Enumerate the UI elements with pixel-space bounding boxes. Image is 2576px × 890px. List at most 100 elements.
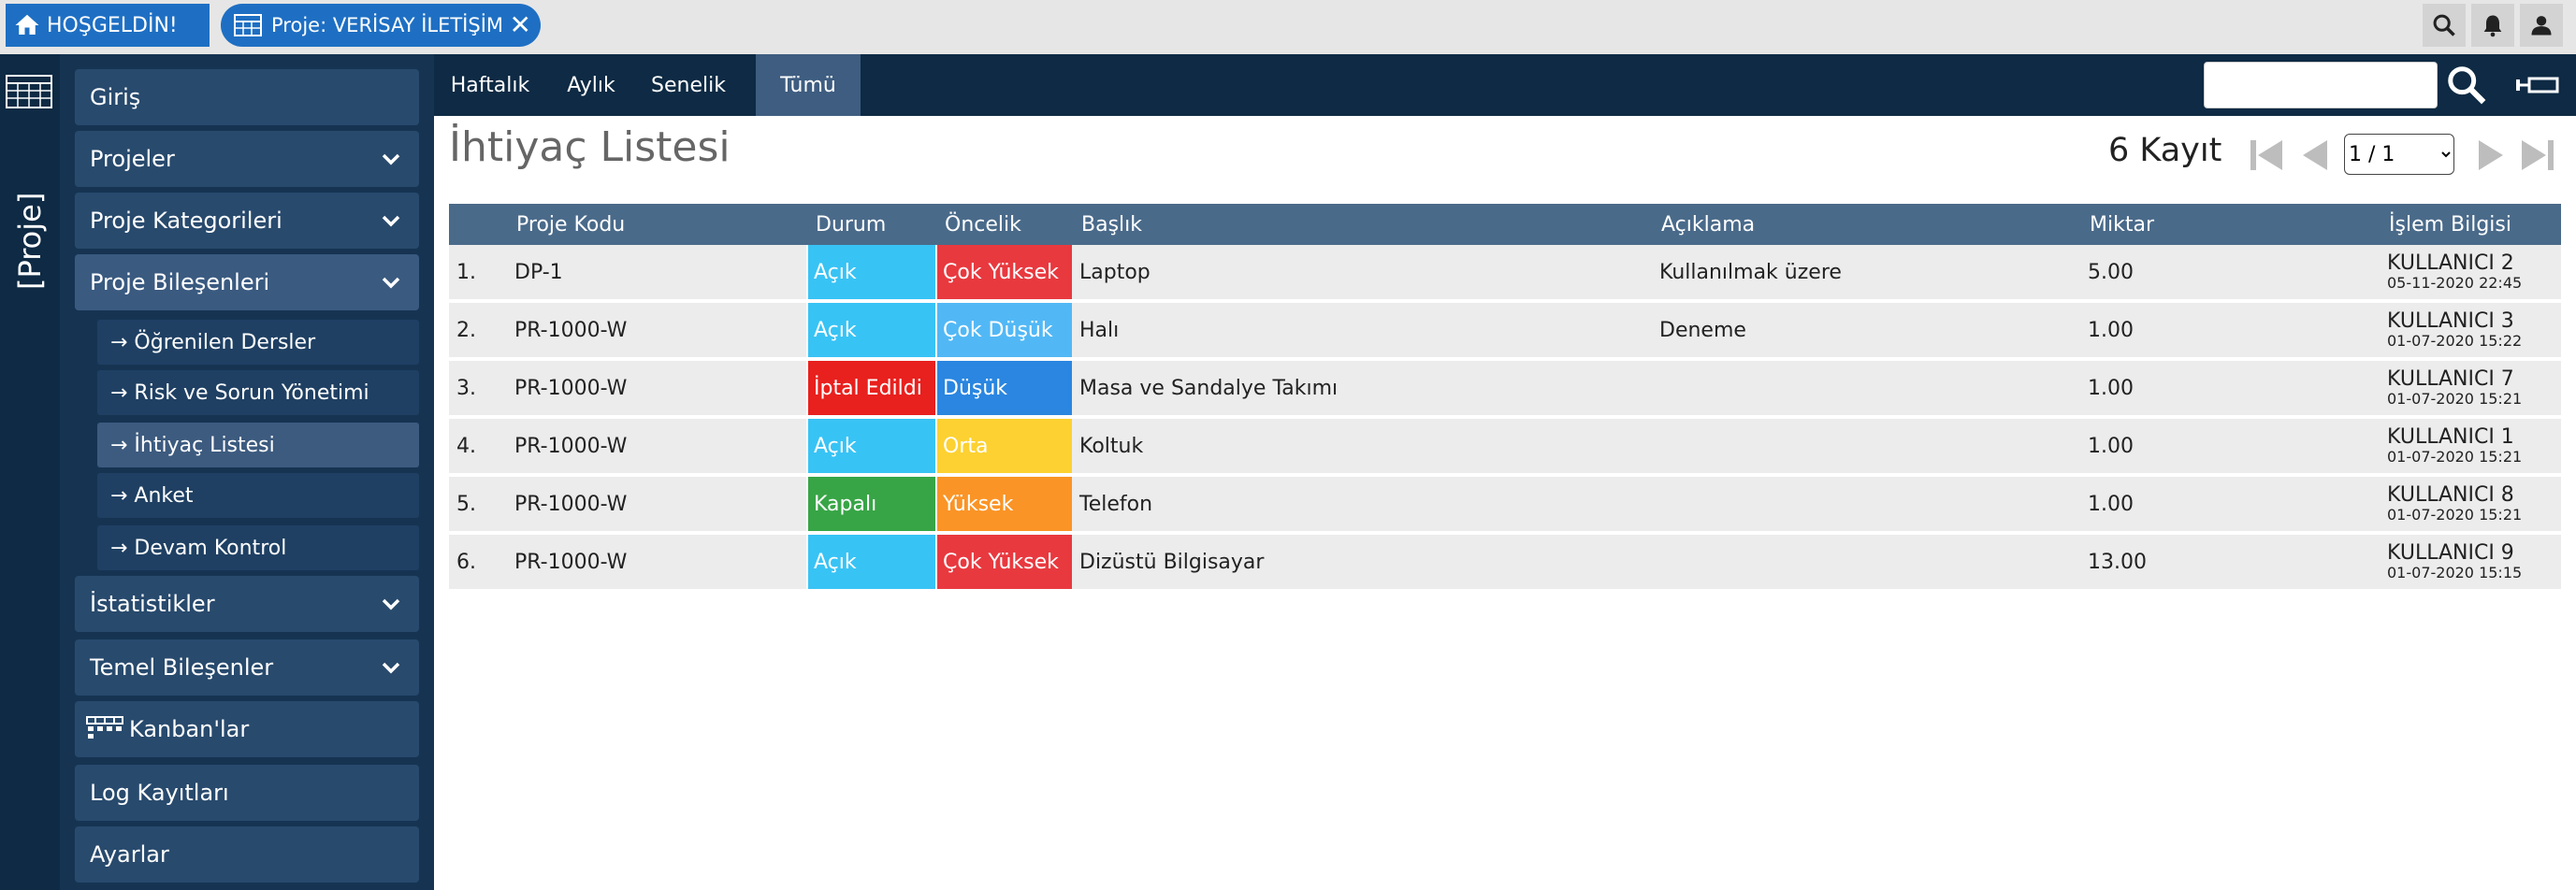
- user-icon: [2531, 16, 2552, 36]
- table-row[interactable]: 6. PR-1000-W Açık Çok Yüksek Dizüstü Bilgisa…: [449, 535, 2561, 593]
- sidebar-item-projeler[interactable]: Projeler: [75, 131, 419, 187]
- priority-badge: Düşük: [935, 361, 1072, 419]
- cell-quantity: 1.00: [2080, 361, 2380, 419]
- next-page-icon[interactable]: [2471, 136, 2511, 174]
- sidebar-item-kanbanlar[interactable]: Kanban'lar: [75, 701, 419, 757]
- home-button[interactable]: HOŞGELDİN!: [6, 4, 210, 47]
- kanban-icon: [86, 716, 123, 739]
- period-filter-bar: Haftalık Aylık Senelik Tümü: [434, 54, 2576, 116]
- bell-icon: [2483, 15, 2502, 37]
- sidebar-item-proje-bilesenleri[interactable]: Proje Bileşenleri: [75, 254, 419, 310]
- tab-aylik[interactable]: Aylık: [546, 54, 636, 116]
- cell-quantity: 1.00: [2080, 303, 2380, 361]
- table-row[interactable]: 2. PR-1000-W Açık Çok Düşük Halı Deneme 1.00 KU…: [449, 303, 2561, 361]
- chevron-down-icon: [382, 598, 400, 610]
- sidebar-subitem-ihtiyac-listesi[interactable]: → İhtiyaç Listesi: [97, 423, 419, 467]
- left-rail: [Proje]: [0, 54, 60, 890]
- cell-title: Dizüstü Bilgisayar: [1072, 535, 1652, 593]
- row-index: 3.: [449, 361, 507, 419]
- chevron-down-icon: [382, 277, 400, 289]
- transaction-timestamp: 05-11-2020 22:45: [2387, 274, 2523, 292]
- priority-badge: Yüksek: [935, 477, 1072, 535]
- cell-project-code: PR-1000-W: [507, 303, 806, 361]
- tab-haftalik[interactable]: Haftalık: [434, 54, 546, 116]
- chevron-down-icon: [382, 215, 400, 227]
- transaction-user: KULLANICI 7: [2387, 367, 2514, 391]
- table-row[interactable]: 4. PR-1000-W Açık Orta Koltuk 1.00 KULLANICI 1…: [449, 419, 2561, 477]
- search-input[interactable]: [2204, 62, 2438, 108]
- last-page-icon[interactable]: [2518, 136, 2557, 174]
- page-select[interactable]: 1 / 1: [2344, 134, 2454, 175]
- priority-badge: Çok Yüksek: [935, 245, 1072, 303]
- sidebar-item-proje-kategorileri[interactable]: Proje Kategorileri: [75, 193, 419, 249]
- cell-project-code: PR-1000-W: [507, 477, 806, 535]
- tab-label: Tümü: [780, 73, 836, 97]
- sidebar-item-label: Log Kayıtları: [90, 780, 229, 806]
- cell-title: Masa ve Sandalye Takımı: [1072, 361, 1652, 419]
- status-badge: İptal Edildi: [806, 361, 935, 419]
- record-count: 6 Kayıt: [2108, 132, 2222, 169]
- project-tab[interactable]: Proje: VERİSAY İLETİŞİM ✕: [221, 4, 541, 47]
- cell-project-code: PR-1000-W: [507, 535, 806, 593]
- chevron-down-icon: [382, 153, 400, 165]
- column-header-title[interactable]: Başlık: [1072, 204, 1652, 245]
- search-icon: [2433, 14, 2455, 36]
- cell-description: [1652, 361, 2080, 419]
- sidebar-item-istatistikler[interactable]: İstatistikler: [75, 576, 419, 632]
- column-header-description[interactable]: Açıklama: [1652, 204, 2080, 245]
- sidebar-subitem-label: → Risk ve Sorun Yönetimi: [110, 380, 369, 405]
- sidebar-subitem-label: → Devam Kontrol: [110, 536, 287, 560]
- column-header-quantity[interactable]: Miktar: [2080, 204, 2380, 245]
- table-row[interactable]: 5. PR-1000-W Kapalı Yüksek Telefon 1.00 KULLAN…: [449, 477, 2561, 535]
- cell-project-code: DP-1: [507, 245, 806, 303]
- cell-transaction-info: KULLANICI 2 05-11-2020 22:45: [2380, 245, 2561, 303]
- row-index: 5.: [449, 477, 507, 535]
- column-header-index: [449, 204, 507, 245]
- sidebar-subitem-ogrenilen-dersler[interactable]: → Öğrenilen Dersler: [97, 320, 419, 365]
- close-icon[interactable]: ✕: [509, 9, 531, 40]
- column-header-transaction-info[interactable]: İşlem Bilgisi: [2380, 204, 2561, 245]
- search-icon-button[interactable]: [2423, 4, 2466, 47]
- cell-quantity: 1.00: [2080, 477, 2380, 535]
- status-badge: Açık: [806, 535, 935, 593]
- column-header-project-code[interactable]: Proje Kodu: [507, 204, 806, 245]
- sidebar-item-log-kayitlari[interactable]: Log Kayıtları: [75, 765, 419, 821]
- cell-description: [1652, 535, 2080, 593]
- sidebar-item-ayarlar[interactable]: Ayarlar: [75, 826, 419, 883]
- sidebar-subitem-devam-kontrol[interactable]: → Devam Kontrol: [97, 525, 419, 570]
- sidebar-item-temel-bilesenler[interactable]: Temel Bileşenler: [75, 639, 419, 696]
- priority-badge: Çok Düşük: [935, 303, 1072, 361]
- sidebar-item-giris[interactable]: Giriş: [75, 69, 419, 125]
- project-tab-label: Proje: VERİSAY İLETİŞİM: [271, 14, 504, 36]
- cell-transaction-info: KULLANICI 9 01-07-2020 15:15: [2380, 535, 2561, 593]
- table-row[interactable]: 3. PR-1000-W İptal Edildi Düşük Masa ve Sand…: [449, 361, 2561, 419]
- grid-icon[interactable]: [6, 75, 52, 108]
- grid-icon: [234, 14, 262, 36]
- table-row[interactable]: 1. DP-1 Açık Çok Yüksek Laptop Kullanılmak üz…: [449, 245, 2561, 303]
- collapse-panel-icon[interactable]: [2514, 71, 2561, 99]
- search-icon[interactable]: [2445, 64, 2488, 107]
- tab-senelik[interactable]: Senelik: [636, 54, 741, 116]
- status-badge: Açık: [806, 303, 935, 361]
- cell-description: Kullanılmak üzere: [1652, 245, 2080, 303]
- cell-transaction-info: KULLANICI 3 01-07-2020 15:22: [2380, 303, 2561, 361]
- sidebar-item-label: Ayarlar: [90, 841, 169, 868]
- status-badge: Açık: [806, 419, 935, 477]
- column-header-priority[interactable]: Öncelik: [935, 204, 1072, 245]
- transaction-user: KULLANICI 2: [2387, 251, 2514, 275]
- transaction-timestamp: 01-07-2020 15:15: [2387, 564, 2523, 581]
- user-menu-button[interactable]: [2520, 4, 2563, 47]
- notification-button[interactable]: [2471, 4, 2514, 47]
- cell-quantity: 13.00: [2080, 535, 2380, 593]
- column-header-status[interactable]: Durum: [806, 204, 935, 245]
- previous-page-icon[interactable]: [2295, 136, 2335, 174]
- cell-quantity: 5.00: [2080, 245, 2380, 303]
- first-page-icon[interactable]: [2247, 136, 2286, 174]
- status-badge: Açık: [806, 245, 935, 303]
- cell-transaction-info: KULLANICI 8 01-07-2020 15:21: [2380, 477, 2561, 535]
- tab-tumu[interactable]: Tümü: [756, 54, 861, 116]
- chevron-down-icon: [382, 662, 400, 674]
- sidebar-subitem-anket[interactable]: → Anket: [97, 473, 419, 518]
- home-label: HOŞGELDİN!: [47, 13, 178, 37]
- sidebar-subitem-risk-ve-sorun[interactable]: → Risk ve Sorun Yönetimi: [97, 370, 419, 415]
